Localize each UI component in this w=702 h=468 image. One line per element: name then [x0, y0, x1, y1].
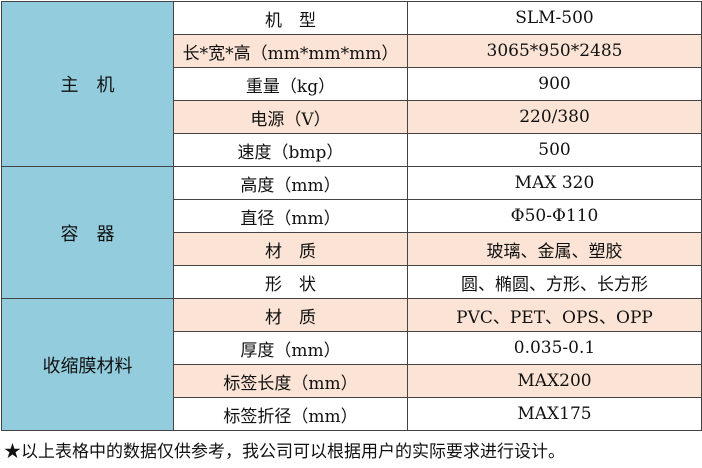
row-value: 900	[407, 67, 702, 101]
row-value: MAX 320	[407, 166, 702, 200]
group-label: 收缩膜材料	[42, 355, 133, 377]
row-label: 机 型	[173, 1, 408, 35]
group-container: 容 器	[1, 166, 174, 299]
row-value: 圆、椭圆、方形、长方形	[407, 265, 702, 299]
row-label: 直径（mm）	[173, 199, 408, 233]
table-row: 重量（kg） 900	[2, 67, 702, 101]
footnote: ★以上表格中的数据仅供参考，我公司可以根据用户的实际要求进行设计。	[4, 442, 565, 462]
group-main-machine: 主 机	[1, 1, 174, 167]
row-value: 220/380	[407, 100, 702, 134]
row-label: 长*宽*高（mm*mm*mm）	[173, 34, 408, 68]
row-label: 高度（mm）	[173, 166, 408, 200]
row-label: 重量（kg）	[173, 67, 408, 101]
table-row: 标签折径（mm） MAX175	[2, 397, 702, 431]
row-value: MAX175	[407, 397, 702, 431]
row-label: 电源（V）	[173, 100, 408, 134]
table-row: 长*宽*高（mm*mm*mm） 3065*950*2485	[2, 34, 702, 68]
table-row: 收缩膜材料 材 质 PVC、PET、OPS、OPP	[1, 298, 702, 431]
group-label: 主 机	[60, 75, 115, 96]
table-row: 直径（mm） Φ50-Φ110	[2, 199, 702, 233]
row-value: 3065*950*2485	[407, 34, 702, 68]
row-value: 500	[407, 133, 702, 167]
table-row: 速度（bmp） 500	[2, 133, 702, 167]
row-label: 标签折径（mm）	[173, 397, 408, 431]
table-row: 电源（V） 220/380	[2, 100, 702, 134]
table-row: 材 质 玻璃、金属、塑胶	[2, 232, 702, 266]
row-value: Φ50-Φ110	[407, 199, 702, 233]
row-label: 标签长度（mm）	[173, 364, 408, 398]
table-row: 形 状 圆、椭圆、方形、长方形	[2, 265, 702, 299]
row-label: 材 质	[173, 232, 408, 266]
row-label: 速度（bmp）	[173, 133, 408, 167]
group-shrink-film: 收缩膜材料	[1, 298, 174, 431]
row-value: SLM-500	[407, 1, 702, 35]
row-value: 0.035-0.1	[407, 331, 702, 365]
row-label: 厚度（mm）	[173, 331, 408, 365]
row-label: 材 质	[173, 298, 408, 332]
row-value: MAX200	[407, 364, 702, 398]
table-row: 容 器 高度（mm） MAX 320	[1, 166, 702, 299]
row-value: PVC、PET、OPS、OPP	[407, 298, 702, 332]
table-row: 标签长度（mm） MAX200	[2, 364, 702, 398]
table-row: 主 机 机 型 SLM-500	[1, 1, 702, 167]
group-label: 容 器	[60, 223, 115, 245]
spec-table: 主 机 机 型 SLM-500 长*宽*高（mm*mm*mm） 3065*950…	[1, 1, 702, 431]
row-value: 玻璃、金属、塑胶	[407, 232, 702, 266]
row-label: 形 状	[173, 265, 408, 299]
